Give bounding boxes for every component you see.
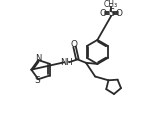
Text: NH: NH — [60, 58, 73, 67]
Text: S: S — [34, 76, 40, 85]
Text: CH₃: CH₃ — [104, 0, 118, 9]
Text: S: S — [108, 8, 114, 18]
Text: O: O — [71, 40, 78, 49]
Text: O: O — [116, 9, 123, 18]
Text: O: O — [100, 9, 107, 18]
Text: N: N — [35, 54, 42, 63]
